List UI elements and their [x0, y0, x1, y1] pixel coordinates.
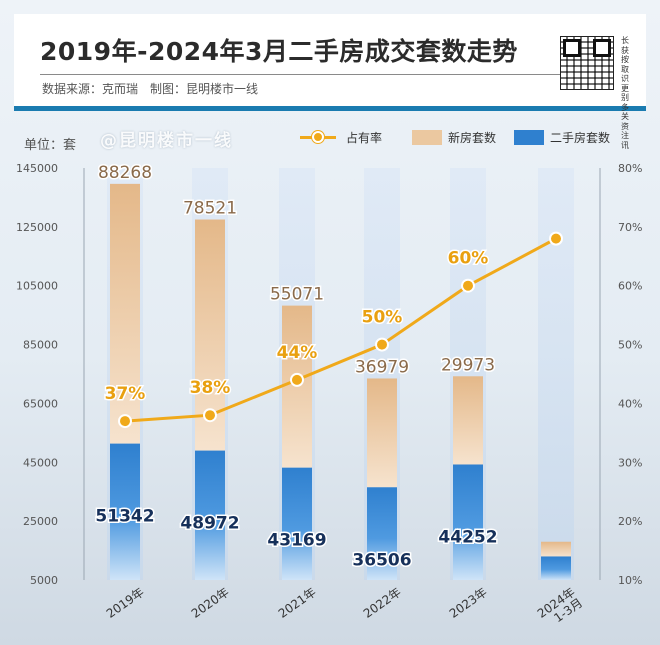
x-axis-tick-line: 2021年 — [276, 585, 319, 621]
right-axis-tick-label: 80% — [618, 162, 642, 175]
chart-header: 2019年-2024年3月二手房成交套数走势 数据来源：克而瑞 制图：昆明楼市一… — [14, 14, 646, 150]
x-axis-tick-label: 2020年 — [189, 585, 232, 621]
share-value-label: 44% — [277, 343, 318, 363]
share-point — [549, 231, 563, 246]
left-axis-tick-label: 5000 — [30, 574, 58, 587]
left-axis-tick-label: 145000 — [16, 162, 58, 175]
second-hand-bar — [367, 487, 397, 580]
x-axis-tick-line: 2020年 — [189, 585, 232, 621]
new-house-value-label: 55071 — [270, 285, 324, 305]
share-point — [375, 337, 389, 352]
second-hand-bar — [195, 450, 225, 580]
share-value-label: 50% — [362, 308, 403, 328]
share-point — [461, 278, 475, 293]
x-axis-tick-label: 2023年 — [447, 585, 490, 621]
second-hand-value-label: 36506 — [352, 550, 411, 570]
left-axis-tick-label: 125000 — [16, 221, 58, 234]
legend-label-second-hand: 二手房套数 — [550, 131, 611, 145]
new-house-bar — [367, 378, 397, 488]
left-axis-tick-label: 25000 — [23, 515, 58, 528]
legend-swatch-new-house — [412, 130, 442, 145]
right-axis-tick-label: 20% — [618, 515, 642, 528]
legend-swatch-second-hand — [514, 130, 544, 145]
title-divider — [40, 74, 560, 75]
x-axis-tick-line: 2022年 — [361, 585, 404, 621]
new-house-bar — [453, 376, 483, 465]
second-hand-value-label: 43169 — [267, 531, 326, 551]
new-house-value-label: 29973 — [441, 355, 495, 375]
share-value-label: 37% — [105, 384, 146, 404]
share-value-label: 38% — [190, 378, 231, 398]
qr-code-icon — [560, 36, 614, 90]
second-hand-bar — [453, 464, 483, 580]
share-point — [203, 408, 217, 423]
second-hand-value-label: 48972 — [180, 514, 239, 534]
x-axis-tick-label: 2022年 — [361, 585, 404, 621]
second-hand-bar — [110, 443, 140, 580]
legend-item-new-house: 新房套数 — [412, 128, 512, 146]
new-house-value-label: 36979 — [355, 357, 409, 377]
right-axis-tick-label: 50% — [618, 339, 642, 352]
right-axis-tick-label: 30% — [618, 456, 642, 469]
x-axis-tick-label: 2021年 — [276, 585, 319, 621]
x-axis-tick-label: 2019年 — [104, 585, 147, 621]
new-house-value-label: 78521 — [183, 199, 237, 219]
x-axis-tick-label: 2024年1-3月 — [535, 585, 585, 632]
second-hand-value-label: 51342 — [95, 507, 154, 527]
legend-item-share: 占有率 — [300, 128, 410, 146]
left-axis-tick-label: 105000 — [16, 280, 58, 293]
watermark: @昆明楼市一线 — [100, 131, 233, 151]
x-axis-tick-line: 2019年 — [104, 585, 147, 621]
share-point — [118, 414, 132, 429]
column-background — [538, 168, 574, 580]
legend-label-share: 占有率 — [346, 131, 383, 145]
share-value-label: 60% — [448, 249, 489, 269]
second-hand-value-label: 44252 — [438, 527, 497, 547]
share-point — [290, 372, 304, 387]
legend-dot-marker — [312, 131, 324, 143]
left-axis-tick-label: 45000 — [23, 456, 58, 469]
second-hand-bar — [541, 556, 571, 580]
share-line — [124, 237, 557, 423]
legend-label-new-house: 新房套数 — [448, 131, 497, 145]
x-axis-tick-line: 2023年 — [447, 585, 490, 621]
right-axis-tick-label: 70% — [618, 221, 642, 234]
second-hand-bar — [282, 467, 312, 580]
qr-caption: 长获按取识更别多关资注讯 — [621, 36, 629, 150]
left-axis-tick-label: 85000 — [23, 339, 58, 352]
chart-title: 2019年-2024年3月二手房成交套数走势 — [40, 37, 518, 66]
unit-label: 单位：套 — [24, 138, 77, 153]
new-house-bar — [541, 541, 571, 557]
legend-item-second-hand: 二手房套数 — [514, 128, 634, 146]
new-house-value-label: 88268 — [98, 163, 152, 183]
right-axis-tick-label: 60% — [618, 280, 642, 293]
right-axis-tick-label: 40% — [618, 397, 642, 410]
chart-subtitle: 数据来源：克而瑞 制图：昆明楼市一线 — [42, 82, 259, 96]
new-house-bar — [110, 183, 140, 444]
left-axis-tick-label: 65000 — [23, 397, 58, 410]
right-axis-tick-label: 10% — [618, 574, 642, 587]
